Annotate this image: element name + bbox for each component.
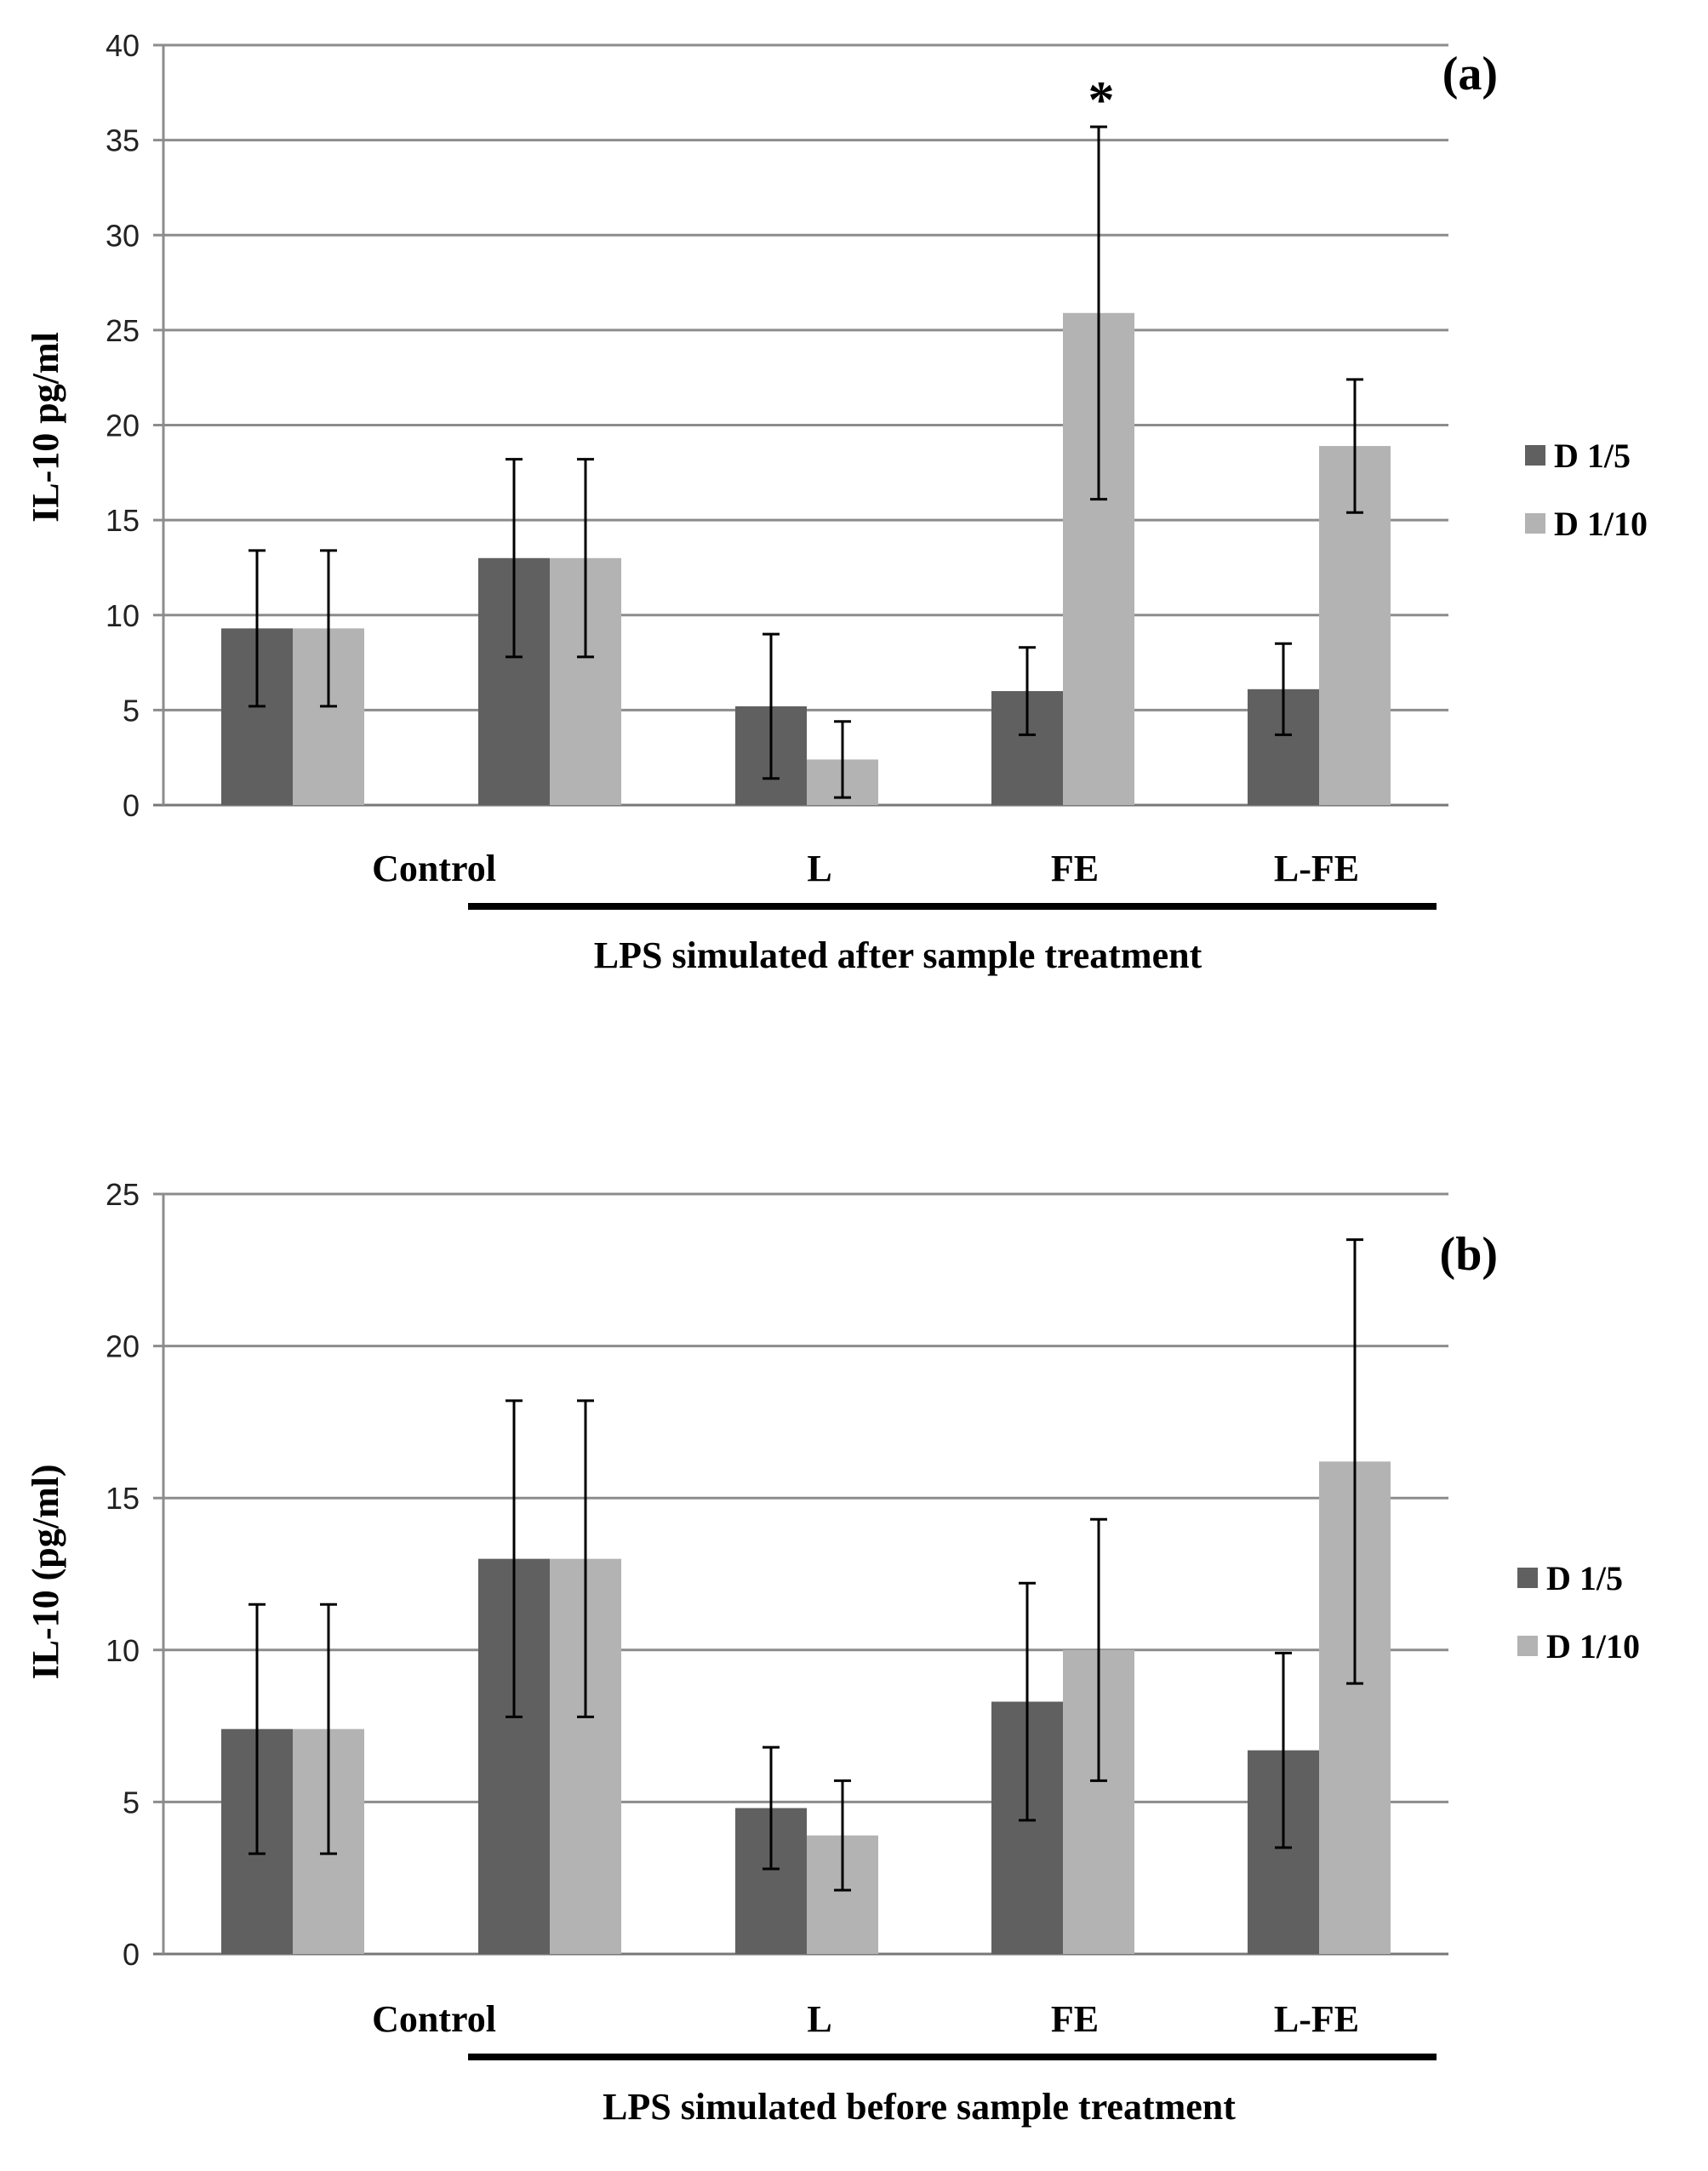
grid-lines-a (153, 43, 1448, 807)
category-label: FE (1051, 1998, 1099, 2040)
y-tick-label: 25 (106, 313, 140, 348)
bracket-label-a: LPS simulated after sample treatment (594, 934, 1202, 976)
error-bar-b-1-4 (1346, 1238, 1363, 1685)
category-label: L-FE (1274, 848, 1359, 889)
chart-panel-a: 0 5 10 15 20 25 30 35 40 Control L FE L-FE IL-10 pg… (25, 28, 1648, 976)
error-bar-b-1-0 (320, 1603, 337, 1855)
y-tick-label: 10 (106, 598, 140, 633)
legend-swatch-b-1 (1517, 1636, 1538, 1656)
y-axis-label-a: IL-10 pg/ml (25, 332, 66, 523)
y-tick-label: 20 (106, 1329, 140, 1364)
bracket-label-b: LPS simulated before sample treatment (603, 2086, 1236, 2128)
y-tick-label: 25 (106, 1177, 140, 1212)
error-bar-b-1-3 (1090, 1517, 1107, 1782)
error-bar-a-0-1 (506, 458, 523, 659)
legend-label-a-1: D 1/10 (1554, 505, 1648, 543)
error-bar-a-0-0 (248, 549, 266, 708)
legend-swatch-b-0 (1517, 1568, 1538, 1588)
category-label: FE (1051, 848, 1099, 889)
y-tick-label: 15 (106, 1481, 140, 1516)
y-tick-label: 40 (106, 28, 140, 63)
legend-label-a-0: D 1/5 (1554, 437, 1631, 475)
error-bar-b-0-4 (1275, 1651, 1292, 1849)
error-bar-b-1-2 (834, 1779, 851, 1892)
error-bar-b-0-3 (1019, 1581, 1036, 1822)
panel-label-a: (a) (1442, 48, 1498, 100)
legend-label-b-1: D 1/10 (1546, 1627, 1640, 1665)
legend-b: D 1/5 D 1/10 (1517, 1559, 1640, 1665)
category-label: Control (372, 1998, 496, 2040)
error-bar-a-1-0 (320, 549, 337, 708)
error-bars-a (248, 125, 1363, 799)
significance-star-a: * (1088, 71, 1115, 129)
bars-b (221, 1461, 1391, 1954)
y-tick-label: 35 (106, 123, 140, 158)
category-label: L-FE (1274, 1998, 1359, 2040)
legend-swatch-a-0 (1525, 445, 1545, 466)
error-bar-b-1-1 (577, 1399, 594, 1718)
legend-swatch-a-1 (1525, 513, 1545, 534)
y-tick-label: 10 (106, 1633, 140, 1668)
category-label: Control (372, 848, 496, 889)
y-tick-label: 5 (123, 1785, 140, 1820)
error-bar-a-0-3 (1019, 646, 1036, 736)
y-tick-label: 0 (123, 788, 140, 823)
y-tick-label: 15 (106, 503, 140, 538)
y-axis-label-b: IL-10 (pg/ml) (25, 1465, 66, 1680)
grid-lines-b (153, 1192, 1448, 1956)
error-bar-a-1-2 (834, 720, 851, 799)
panel-label-b: (b) (1440, 1228, 1498, 1281)
y-ticks-a: 0 5 10 15 20 25 30 35 40 (106, 28, 140, 823)
error-bar-a-1-4 (1346, 378, 1363, 514)
error-bar-b-0-1 (506, 1399, 523, 1718)
category-labels-a: Control L FE L-FE (372, 848, 1359, 889)
error-bar-a-1-1 (577, 458, 594, 659)
legend-a: D 1/5 D 1/10 (1525, 437, 1648, 543)
y-tick-label: 20 (106, 408, 140, 443)
category-label: L (807, 848, 831, 889)
bars-a (221, 312, 1391, 806)
category-label: L (807, 1998, 831, 2040)
y-tick-label: 0 (123, 1937, 140, 1972)
category-labels-b: Control L FE L-FE (372, 1998, 1359, 2040)
error-bar-b-0-0 (248, 1603, 266, 1855)
y-tick-label: 30 (106, 218, 140, 253)
error-bar-b-0-2 (763, 1745, 780, 1871)
error-bar-a-0-2 (763, 632, 780, 780)
error-bar-a-1-3 (1090, 125, 1107, 501)
error-bar-a-0-4 (1275, 642, 1292, 736)
y-ticks-b: 0 5 10 15 20 25 (106, 1177, 140, 1972)
legend-label-b-0: D 1/5 (1546, 1559, 1623, 1597)
error-bars-b (248, 1238, 1363, 1892)
y-tick-label: 5 (123, 693, 140, 728)
